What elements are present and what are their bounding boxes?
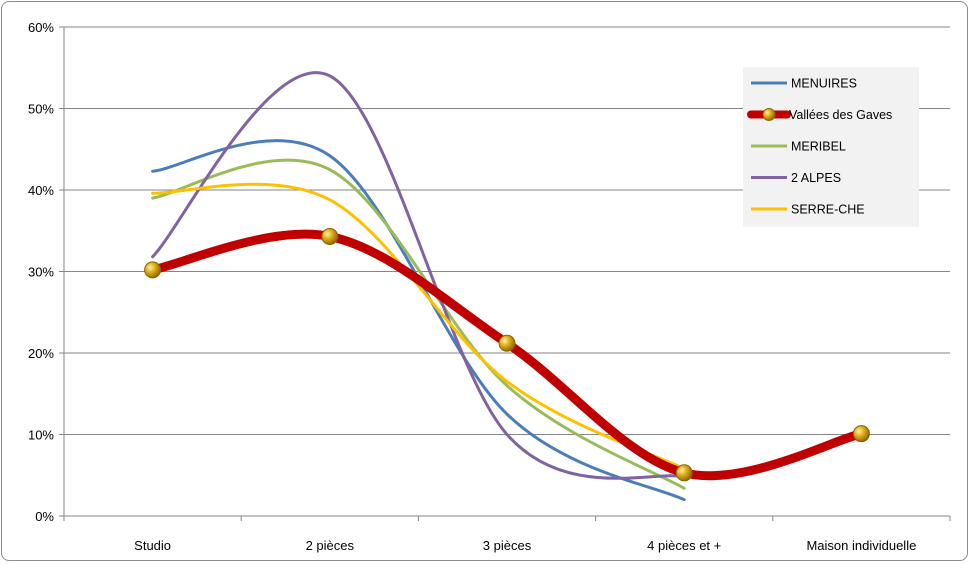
legend-label: Vallées des Gaves bbox=[789, 108, 892, 122]
y-tick-label: 20% bbox=[28, 346, 54, 361]
data-point-marker bbox=[498, 334, 516, 352]
data-point-marker bbox=[852, 425, 870, 443]
x-tick-label: Studio bbox=[134, 538, 171, 553]
series-markers bbox=[144, 227, 870, 482]
x-tick-label: 4 pièces et + bbox=[647, 538, 721, 553]
legend-label: MENUIRES bbox=[791, 77, 857, 91]
x-tick-label: 3 pièces bbox=[483, 538, 532, 553]
series-line-meribel bbox=[151, 158, 686, 490]
series-line-menuires bbox=[151, 139, 686, 502]
data-point-marker bbox=[321, 227, 339, 245]
data-point-marker bbox=[144, 261, 162, 279]
y-tick-label: 50% bbox=[28, 102, 54, 117]
data-point-marker bbox=[675, 464, 693, 482]
series-line-2-alpes bbox=[151, 71, 686, 480]
y-tick-label: 0% bbox=[35, 509, 54, 524]
y-tick-label: 10% bbox=[28, 428, 54, 443]
y-tick-label: 30% bbox=[28, 265, 54, 280]
x-tick-label: Maison individuelle bbox=[806, 538, 916, 553]
series-line-serre-che bbox=[151, 182, 686, 471]
x-tick-label: 2 pièces bbox=[306, 538, 355, 553]
y-tick-label: 40% bbox=[28, 183, 54, 198]
legend: MENUIRES Vallées des Gaves MERIBEL 2 ALPES S… bbox=[743, 67, 919, 227]
legend-label: MERIBEL bbox=[791, 140, 846, 154]
legend-label: SERRE-CHE bbox=[791, 203, 865, 217]
axes: 0% 10% 20% 30% 40% 50% 60% Studio 2 pièces 3 pièc… bbox=[28, 20, 951, 553]
legend-marker bbox=[762, 108, 776, 121]
series-line-vall-es-des-gaves bbox=[148, 229, 866, 481]
y-tick-label: 60% bbox=[28, 20, 54, 35]
legend-label: 2 ALPES bbox=[791, 171, 841, 185]
